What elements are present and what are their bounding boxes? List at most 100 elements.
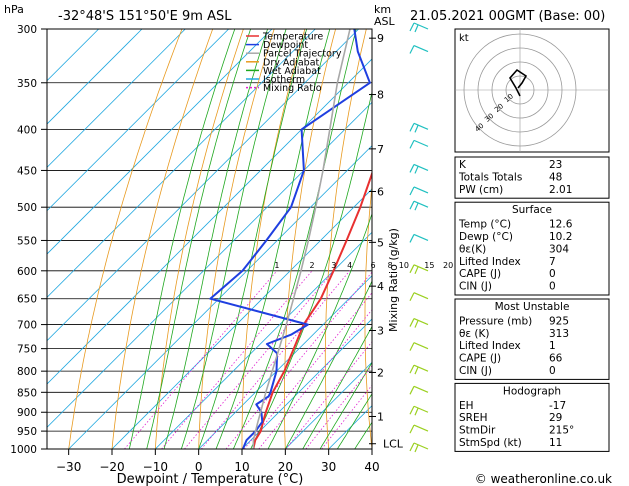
dry-adiabat-line	[241, 29, 306, 449]
pressure-tick-label: 850	[17, 387, 37, 399]
isotherm-line	[47, 29, 229, 212]
info-row-value: 11	[549, 437, 562, 449]
wind-barb-flag	[409, 318, 415, 327]
wind-barb-shaft	[413, 385, 429, 393]
wind-barb-shaft	[413, 200, 429, 208]
info-row-label: CIN (J)	[459, 281, 492, 293]
wind-barb-flag	[409, 292, 415, 301]
wind-barb-shaft	[413, 318, 429, 326]
wind-barb-flag	[414, 444, 419, 453]
wet-adiabat-line	[128, 29, 236, 449]
isotherm-line	[47, 29, 99, 82]
mixing-ratio-label: 10	[399, 261, 409, 270]
info-row-value: 48	[549, 171, 562, 183]
mixing-ratio-label: 1	[274, 261, 279, 270]
pressure-tick-label: 600	[17, 266, 37, 278]
wind-barb-shaft	[413, 442, 429, 450]
km-tick-label: 4	[377, 280, 384, 293]
wind-barb-flag	[414, 202, 419, 211]
wet-adiabat-line	[319, 361, 372, 449]
info-row-value: 0	[549, 268, 556, 280]
info-box	[454, 156, 610, 199]
wind-barb	[409, 442, 429, 453]
pressure-tick-label: 500	[17, 202, 37, 214]
dry-adiabat-line	[611, 29, 629, 449]
temperature-tick-label: 0	[195, 460, 203, 474]
info-row-label: K	[459, 159, 467, 171]
wind-barb	[409, 200, 429, 211]
plot-series	[209, 29, 372, 449]
wet-adiabat-line	[267, 212, 372, 449]
wet-adiabat-line	[284, 280, 372, 449]
wind-barb-shaft	[413, 264, 429, 272]
isotherm-line	[47, 58, 372, 385]
mixing-ratio-label: 2	[310, 261, 315, 270]
info-section-title: Hodograph	[503, 385, 561, 397]
hodograph-trace	[509, 68, 528, 97]
info-row-label: Lifted Index	[459, 340, 521, 352]
info-section-title: Surface	[512, 204, 552, 216]
asl-label: ASL	[374, 15, 396, 28]
info-row-label: Pressure (mb)	[459, 315, 532, 327]
location-title: -32°48'S 151°50'E 9m ASL	[58, 9, 232, 24]
wet-adiabat-line	[336, 393, 372, 449]
mixing-ratio-label: 8	[388, 261, 393, 270]
wet-adiabat-line	[198, 29, 308, 449]
isotherm-line	[47, 29, 186, 168]
info-row-value: 304	[549, 243, 569, 255]
pressure-tick-label: 750	[17, 344, 37, 356]
pressure-tick-label: 900	[17, 407, 37, 419]
wind-barb-flag	[409, 186, 415, 196]
wet-adiabat-line	[163, 29, 268, 449]
series-parcel-trajectory	[252, 29, 351, 449]
dry-adiabat-line	[324, 29, 367, 449]
info-row-label: Dewp (°C)	[459, 231, 513, 243]
temperature-tick-label: −10	[143, 460, 168, 474]
datetime-title: 21.05.2021 00GMT (Base: 00)	[410, 9, 605, 24]
legend-label: Temperature	[262, 32, 323, 43]
wet-adiabat-line	[250, 90, 372, 449]
mixing-ratio-label: 3	[331, 261, 336, 270]
wind-barb-shaft	[413, 139, 429, 147]
dry-adiabat-line	[111, 29, 214, 449]
info-row-label: StmSpd (kt)	[459, 437, 522, 449]
isotherm-line	[285, 361, 372, 449]
copyright: © weatheronline.co.uk	[475, 472, 612, 486]
isotherm-line	[155, 231, 372, 449]
wind-barb	[409, 318, 429, 328]
isotherm-line	[47, 29, 143, 125]
wind-barb	[409, 292, 429, 301]
info-row-label: θε(K)	[459, 243, 486, 255]
mixing-ratio-label: 20	[443, 261, 453, 270]
wind-barb-flag	[409, 123, 415, 132]
info-row-value: 10.2	[549, 231, 572, 243]
info-row-value: 12.6	[549, 219, 573, 231]
legend-label: Parcel Trajectory	[263, 49, 342, 60]
plot-axes: 1234681015202530035040045050055060065070…	[10, 24, 468, 474]
wind-barb-flag	[409, 200, 415, 210]
mixing-ratio-line	[184, 270, 335, 449]
legend-label: Wet Adiabat	[263, 66, 321, 77]
plot-frame	[46, 28, 373, 450]
hodograph-ring-label: 40	[474, 122, 486, 134]
wind-barb-shaft	[413, 424, 429, 432]
wind-barb	[409, 44, 429, 54]
mixing-ratio-line	[305, 365, 372, 449]
km-tick-label: 1	[377, 410, 384, 423]
wet-adiabat-line	[232, 29, 357, 449]
info-section-title: Most Unstable	[495, 301, 570, 313]
hodograph-ring-label: 20	[493, 102, 505, 114]
hodograph-ring-label: 30	[483, 112, 495, 124]
wind-barb	[409, 139, 429, 149]
pressure-tick-label: 1000	[10, 444, 37, 456]
info-row-value: 2.01	[549, 184, 572, 196]
wind-barb-shaft	[413, 364, 429, 372]
info-row-label: EH	[459, 400, 474, 412]
wind-barb-shaft	[413, 405, 429, 413]
info-row-value: 925	[549, 315, 569, 327]
legend-label: Isotherm	[263, 75, 305, 86]
wind-barb-shaft	[413, 186, 429, 194]
info-row-label: CAPE (J)	[459, 353, 501, 365]
